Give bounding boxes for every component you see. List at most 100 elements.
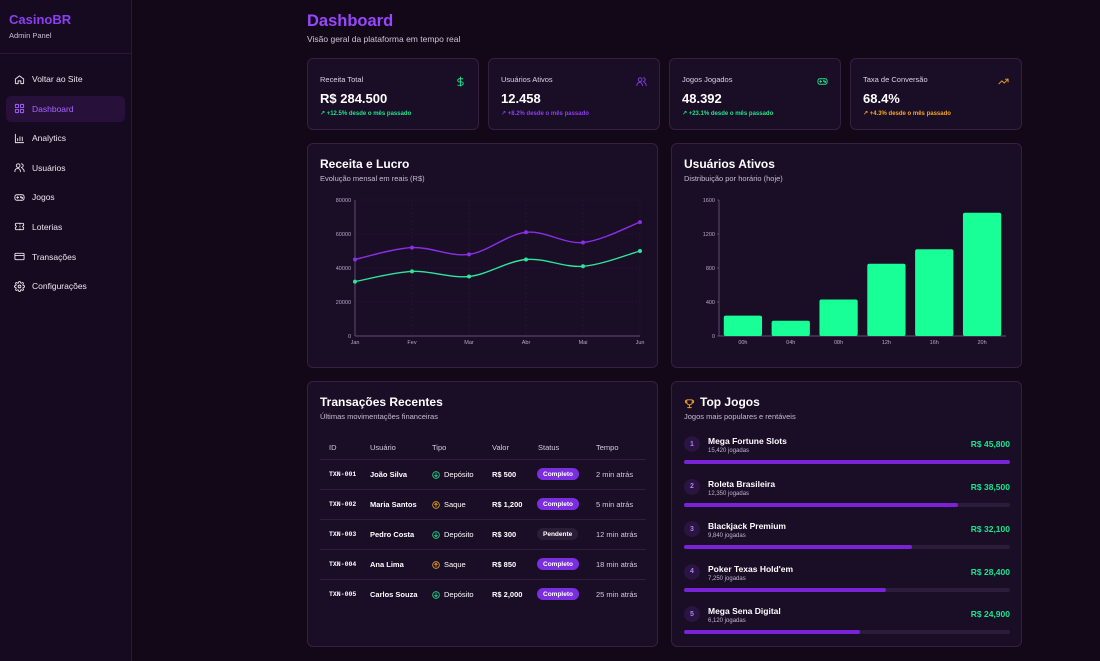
rank-badge: 2 (684, 478, 700, 495)
stat-label: Taxa de Conversão (863, 75, 928, 84)
stat-trend-text: +12.5% desde o mês passado (326, 111, 412, 117)
game-revenue: R$ 45,800 (970, 439, 1010, 449)
stat-trend: ↗ +4.3% desde o mês passado (863, 110, 951, 117)
bar-16h[interactable] (915, 249, 954, 336)
sidebar-item-transa-es[interactable]: Transações (6, 244, 125, 270)
transactions-subtitle: Últimas movimentações financeiras (320, 412, 438, 421)
list-item[interactable]: 2 Roleta Brasileira 12,350 jogadas R$ 38,50… (684, 478, 1010, 519)
status-badge: Pendente (537, 528, 579, 540)
x-tick-label: Fev (407, 340, 416, 346)
y-tick-label: 20000 (336, 300, 351, 306)
game-revenue: R$ 24,900 (970, 609, 1010, 619)
x-tick-label: 08h (834, 340, 843, 346)
sidebar-item-loterias[interactable]: Loterias (6, 214, 125, 240)
credit-card-icon (14, 251, 25, 262)
sidebar-item-label: Usuários (32, 162, 66, 173)
bar-04h[interactable] (771, 320, 810, 336)
column-header-tempo[interactable]: Tempo (596, 443, 619, 452)
row-divider (320, 459, 646, 460)
sidebar-item-usu-rios[interactable]: Usuários (6, 155, 125, 181)
stat-card-receita-total: Receita Total R$ 284.500 ↗ +12.5% desde o … (307, 58, 479, 130)
sidebar-item-label: Transações (32, 251, 77, 262)
transaction-value: R$ 1,200 (492, 500, 523, 509)
data-point[interactable] (524, 257, 528, 262)
transaction-value: R$ 850 (492, 560, 517, 569)
x-tick-label: Mai (579, 340, 588, 346)
revenue-bar-fill (684, 630, 861, 634)
data-point[interactable] (581, 264, 585, 269)
revenue-bar-track (684, 460, 1010, 464)
data-point[interactable] (410, 269, 414, 274)
transaction-value: R$ 2,000 (492, 590, 523, 599)
bar-20h[interactable] (962, 212, 1002, 336)
y-tick-label: 400 (706, 300, 715, 306)
list-item[interactable]: 3 Blackjack Premium 9,840 jogadas R$ 32,100 (684, 521, 1010, 561)
stat-trend: ↗ +23.1% desde o mês passado (682, 110, 773, 117)
bar-12h[interactable] (867, 263, 906, 336)
data-point[interactable] (638, 220, 642, 225)
column-header-status[interactable]: Status (538, 443, 560, 452)
column-header-usu-rio[interactable]: Usuário (370, 443, 396, 452)
bar-08h[interactable] (819, 299, 858, 336)
list-item[interactable]: 4 Poker Texas Hold'em 7,250 jogadas R$ 28,4… (684, 563, 1010, 604)
ticket-icon (14, 221, 25, 232)
column-header-valor[interactable]: Valor (492, 443, 509, 452)
transaction-type: Depósito (432, 470, 474, 479)
sidebar-item-dashboard[interactable]: Dashboard (6, 95, 125, 122)
stat-trend-text: +23.1% desde o mês passado (688, 111, 774, 117)
list-item[interactable]: 5 Mega Sena Digital 6,120 jogadas R$ 24,900 (684, 606, 1010, 646)
game-name: Roleta Brasileira (708, 478, 776, 489)
users-icon (636, 74, 647, 87)
stat-label: Jogos Jogados (682, 75, 733, 84)
revenue-chart-title: Receita e Lucro (320, 157, 410, 171)
revenue-bar-fill (684, 587, 887, 592)
sidebar-item-analytics[interactable]: Analytics (6, 125, 125, 151)
series-line-0 (354, 221, 641, 261)
revenue-bar-track (684, 630, 1010, 634)
game-plays: 9,840 jogadas (708, 533, 746, 539)
column-header-tipo[interactable]: Tipo (432, 443, 447, 452)
revenue-bar-fill (684, 502, 958, 507)
data-point[interactable] (467, 274, 471, 279)
series-line-1 (354, 250, 641, 283)
sidebar-item-voltar-ao-site[interactable]: Voltar ao Site (6, 66, 125, 92)
sidebar-item-label: Dashboard (32, 103, 74, 114)
revenue-chart-subtitle: Evolução mensal em reais (R$) (320, 174, 425, 183)
game-name: Poker Texas Hold'em (708, 563, 794, 574)
list-item[interactable]: 1 Mega Fortune Slots 15,420 jogadas R$ 45,8… (684, 436, 1010, 476)
y-tick-label: 0 (712, 334, 715, 340)
game-plays: 6,120 jogadas (708, 618, 746, 624)
transaction-type: Depósito (432, 590, 474, 599)
data-point[interactable] (524, 230, 528, 235)
trending-up-icon: ↗ (501, 111, 508, 117)
stat-value: 68.4% (863, 91, 900, 106)
sidebar-item-jogos[interactable]: Jogos (6, 184, 125, 210)
rank-badge: 4 (684, 563, 700, 580)
data-point[interactable] (581, 240, 585, 245)
game-plays: 7,250 jogadas (708, 575, 746, 582)
data-point[interactable] (467, 252, 471, 257)
x-tick-label: Mar (464, 340, 474, 346)
grid-icon (14, 103, 25, 114)
data-point[interactable] (410, 245, 414, 250)
transaction-user: Pedro Costa (370, 530, 415, 539)
row-divider (320, 519, 646, 520)
arrow-up-circle-icon (432, 560, 440, 569)
x-tick-label: 16h (930, 340, 939, 346)
y-tick-label: 800 (706, 266, 715, 272)
data-point[interactable] (353, 279, 357, 284)
column-header-id[interactable]: ID (329, 443, 337, 452)
data-point[interactable] (638, 249, 642, 253)
y-tick-label: 40000 (336, 266, 351, 272)
trending-up-icon: ↗ (320, 111, 327, 117)
bar-00h[interactable] (723, 315, 763, 336)
brand-name[interactable]: CasinoBR (9, 12, 72, 27)
rank-badge: 5 (684, 606, 700, 622)
trending-up-icon (998, 74, 1009, 85)
sidebar-item-configura-es[interactable]: Configurações (6, 273, 125, 299)
transaction-time: 18 min atrás (596, 560, 638, 569)
data-point[interactable] (353, 257, 357, 262)
transaction-time: 2 min atrás (596, 470, 634, 479)
arrow-down-circle-icon (432, 590, 440, 599)
revenue-line-chart: 0 20000 40000 60000 80000 Jan Fev Mar Abr Mai Jun (336, 198, 645, 346)
